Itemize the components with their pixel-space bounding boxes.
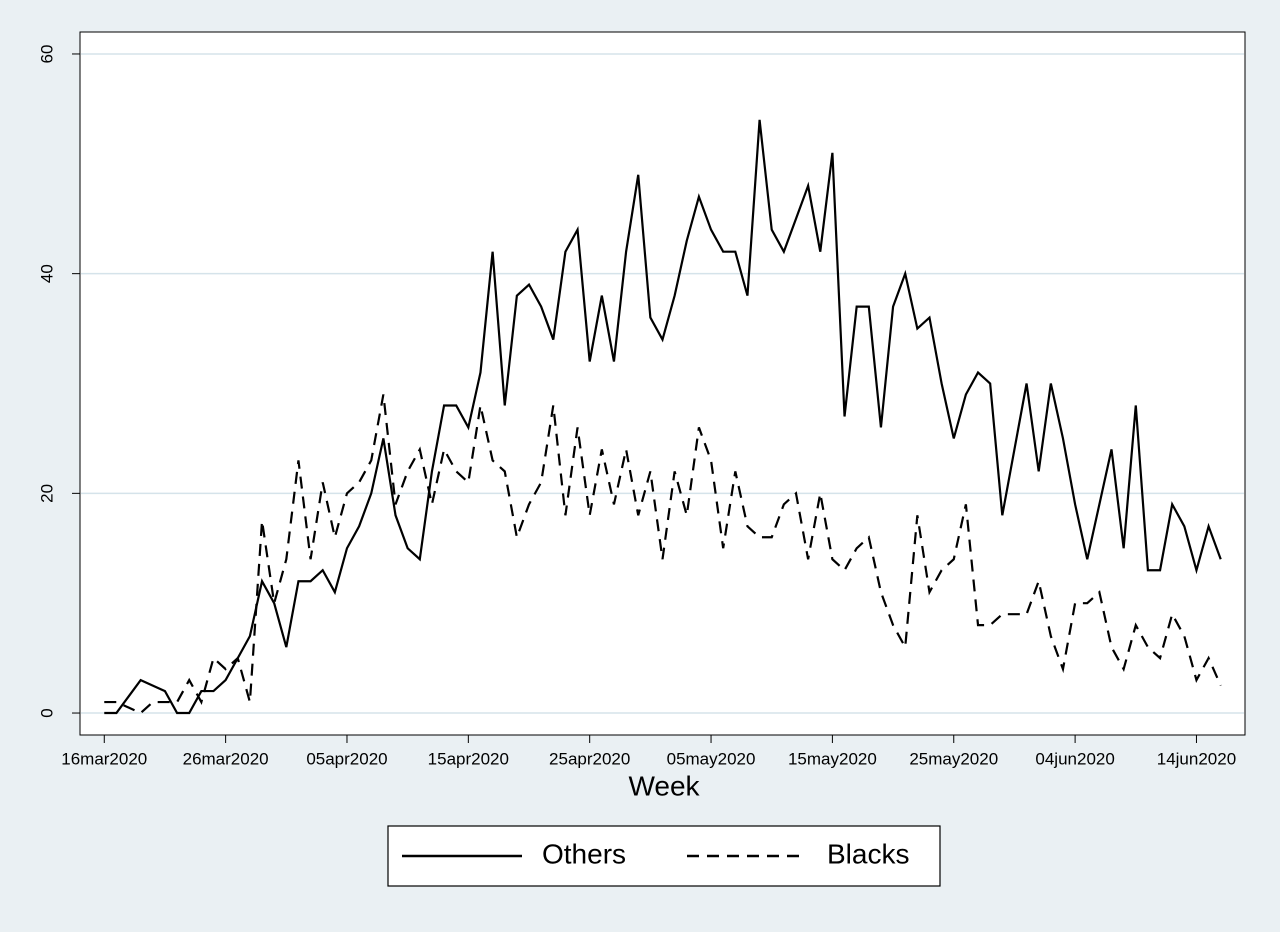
x-tick-label: 16mar2020 <box>61 749 147 768</box>
line-series <box>104 119 1222 715</box>
x-tick-label: 25apr2020 <box>549 749 630 768</box>
y-tick-label: 20 <box>37 484 56 503</box>
x-tick-label: 05apr2020 <box>306 749 387 768</box>
x-tick-label: 25may2020 <box>909 749 998 768</box>
x-tick-label: 14jun2020 <box>1157 749 1236 768</box>
line-series <box>104 394 1222 715</box>
x-tick-label: 04jun2020 <box>1035 749 1114 768</box>
y-tick-label: 60 <box>37 45 56 64</box>
legend-label: Blacks <box>827 838 909 869</box>
x-tick-label: 15apr2020 <box>428 749 509 768</box>
x-tick-label: 05may2020 <box>667 749 756 768</box>
legend-label: Others <box>542 838 626 869</box>
x-tick-label: 15may2020 <box>788 749 877 768</box>
x-tick-label: 26mar2020 <box>183 749 269 768</box>
x-axis-title: Week <box>628 770 700 801</box>
y-tick-label: 40 <box>37 264 56 283</box>
y-tick-label: 0 <box>37 708 56 717</box>
